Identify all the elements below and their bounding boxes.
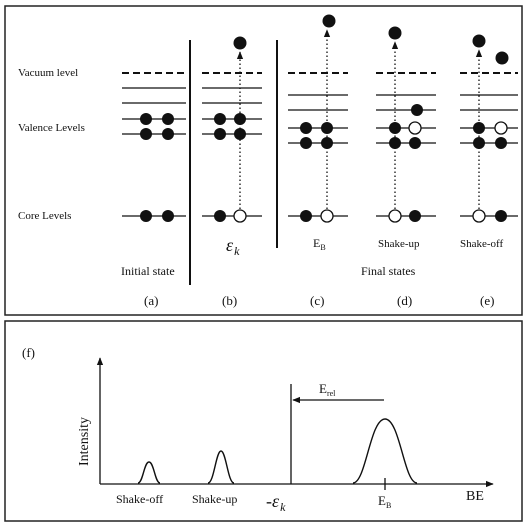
column-e: [460, 34, 518, 223]
final-states-label: Final states: [361, 264, 416, 278]
column-d: [376, 26, 436, 223]
initial-state-label: Initial state: [121, 264, 175, 278]
peak-main: [352, 418, 418, 484]
minus-epsilon-k-label: -εk: [266, 491, 286, 514]
column-b: [202, 36, 262, 223]
be-axis-label: BE: [466, 489, 484, 504]
panel-label-d: (d): [397, 293, 412, 308]
panel-label-b: (b): [222, 293, 237, 308]
shake-off-peak-label: Shake-off: [116, 492, 163, 506]
eb-peak-label: EB: [378, 493, 391, 510]
column-c: [288, 14, 348, 223]
epsilon-k-label: εk: [226, 235, 240, 258]
panel-label-f: (f): [22, 345, 35, 360]
eb-label: EB: [313, 236, 326, 252]
shake-up-label: Shake-up: [378, 238, 420, 250]
peak-shake-up: [207, 450, 235, 484]
peak-shake-off: [137, 461, 161, 484]
bottom-panel-frame: [4, 320, 523, 522]
panel-label-c: (c): [310, 293, 324, 308]
shake-off-label: Shake-off: [460, 238, 504, 250]
core-levels-label: Core Levels: [18, 210, 71, 222]
valence-levels-label: Valence Levels: [18, 122, 85, 134]
shake-up-peak-label: Shake-up: [192, 492, 237, 506]
panel-label-a: (a): [144, 293, 158, 308]
intensity-label: Intensity: [77, 417, 92, 466]
column-a: [122, 72, 186, 222]
erel-label: Erel: [319, 381, 336, 398]
vacuum-level-label: Vacuum level: [18, 67, 78, 79]
top-panel-frame: [4, 5, 523, 316]
panel-label-e: (e): [480, 293, 494, 308]
